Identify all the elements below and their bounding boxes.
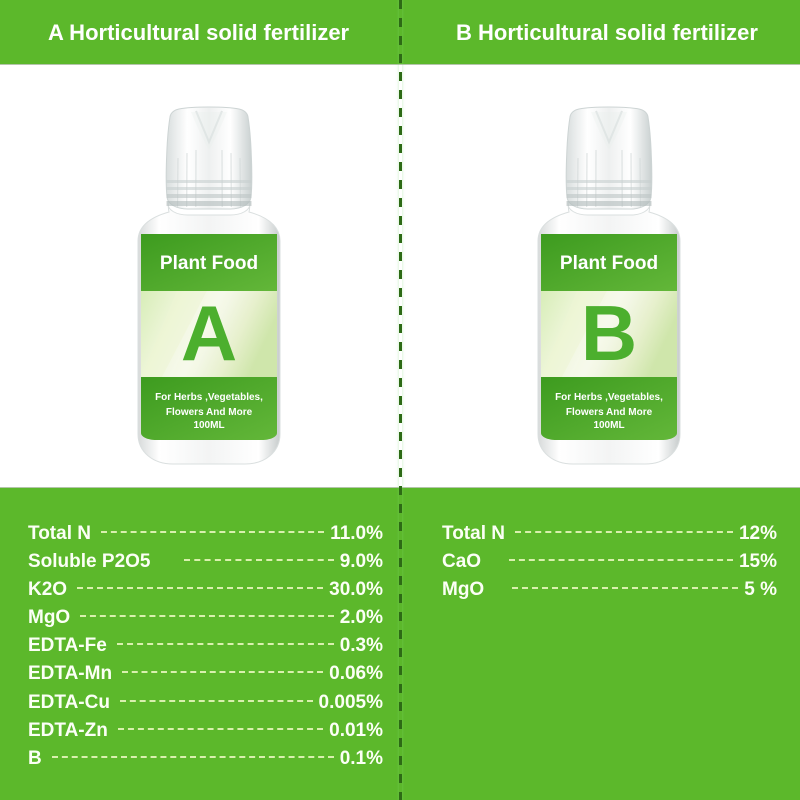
svg-text:Plant Food: Plant Food: [160, 253, 258, 274]
svg-text:B: B: [581, 289, 637, 377]
svg-text:For Herbs ,Vegetables,: For Herbs ,Vegetables,: [555, 392, 663, 403]
svg-text:Plant Food: Plant Food: [560, 253, 658, 274]
svg-text:100ML: 100ML: [193, 420, 224, 431]
svg-text:A: A: [181, 289, 237, 377]
svg-text:Flowers And More: Flowers And More: [566, 407, 653, 418]
svg-text:For Herbs ,Vegetables,: For Herbs ,Vegetables,: [155, 392, 263, 403]
svg-text:100ML: 100ML: [593, 420, 624, 431]
svg-text:Flowers And More: Flowers And More: [166, 407, 253, 418]
